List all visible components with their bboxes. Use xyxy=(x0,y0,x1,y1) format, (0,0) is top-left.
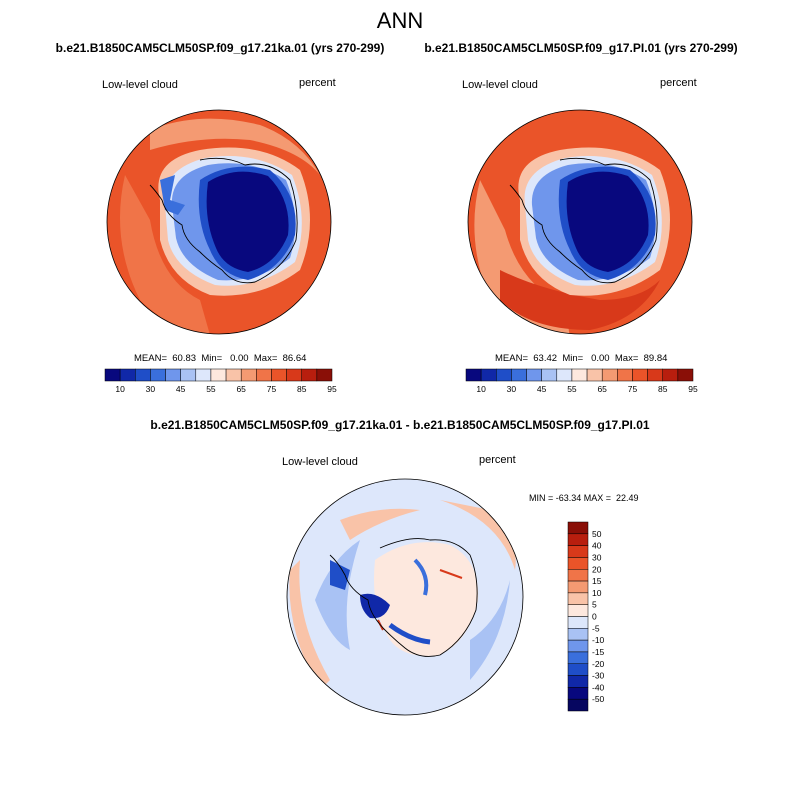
colorbar-1-label: 95 xyxy=(327,384,337,394)
colorbar-1-label: 45 xyxy=(176,384,186,394)
map-1-21ka xyxy=(107,110,331,334)
colorbar-diff-label: -50 xyxy=(592,694,605,704)
colorbar-1-label: 65 xyxy=(236,384,246,394)
colorbar-1-label: 55 xyxy=(206,384,216,394)
colorbar-2-swatch xyxy=(632,368,648,382)
colorbar-diff-swatch xyxy=(567,663,589,676)
colorbar-1-swatch xyxy=(150,368,166,382)
colorbar-diff-swatch xyxy=(567,687,589,700)
colorbar-1-swatch xyxy=(180,368,197,382)
colorbar-diff-label: 20 xyxy=(592,564,602,574)
colorbar-diff-swatch xyxy=(567,604,589,617)
colorbar-diff-swatch xyxy=(567,545,589,558)
colorbar-2-swatch xyxy=(571,368,588,382)
colorbar-2-swatch xyxy=(677,368,694,382)
colorbar-1-label: 30 xyxy=(146,384,156,394)
colorbar-1-swatch xyxy=(256,368,272,382)
colorbar-1-swatch xyxy=(119,368,136,382)
colorbar-diff-swatch xyxy=(567,675,589,688)
panel-2-stats: MEAN= 63.42 Min= 0.00 Max= 89.84 xyxy=(495,353,668,364)
colorbar-1-swatch xyxy=(240,368,257,382)
colorbar-2-swatch xyxy=(647,368,663,382)
colorbar-diff-swatch xyxy=(567,569,589,582)
colorbar-diff-label: 0 xyxy=(592,612,597,622)
colorbar-diff-swatch xyxy=(567,557,589,570)
colorbar-2-label: 45 xyxy=(537,384,547,394)
colorbar-diff-label: 50 xyxy=(592,529,602,539)
colorbar-2-label: 65 xyxy=(597,384,607,394)
colorbar-1-label: 10 xyxy=(115,384,125,394)
colorbar-diff-label: -15 xyxy=(592,647,605,657)
colorbar-2-label: 30 xyxy=(507,384,517,394)
colorbar-diff-label: 40 xyxy=(592,541,602,551)
colorbar-2-swatch xyxy=(465,368,482,382)
diff-panel-variable: Low-level cloud xyxy=(282,456,358,468)
colorbar-1-label: 75 xyxy=(267,384,277,394)
panel-1-stats: MEAN= 60.83 Min= 0.00 Max= 86.64 xyxy=(134,353,307,364)
colorbar-2-swatch xyxy=(662,368,679,382)
colorbar-2-label: 10 xyxy=(476,384,486,394)
colorbar-diff-swatch xyxy=(567,651,589,664)
colorbar-1-swatch xyxy=(195,368,212,382)
colorbar-1-swatch xyxy=(301,368,318,382)
colorbar-diff-label: -10 xyxy=(592,635,605,645)
colorbar-diff-label: 30 xyxy=(592,552,602,562)
colorbar-2-swatch xyxy=(526,368,542,382)
colorbar-2-swatch xyxy=(496,368,512,382)
colorbar-diff-swatch xyxy=(567,533,589,546)
colorbar-diff-label: -30 xyxy=(592,671,605,681)
panel-1-variable: Low-level cloud xyxy=(102,79,178,91)
colorbar-diff-label: -20 xyxy=(592,659,605,669)
colorbar-2-swatch xyxy=(601,368,618,382)
panel-2-variable: Low-level cloud xyxy=(462,79,538,91)
colorbar-2-swatch xyxy=(556,368,573,382)
colorbar-diff-swatch xyxy=(567,521,589,535)
diff-panel-stats: MIN = -63.34 MAX = 22.49 xyxy=(529,493,639,503)
colorbar-1-label: 85 xyxy=(297,384,307,394)
colorbar-diff-swatch xyxy=(567,616,589,629)
colorbar-2-swatch xyxy=(586,368,603,382)
map-diff xyxy=(287,479,523,715)
colorbar-diff-label: -5 xyxy=(592,623,600,633)
colorbar-2: 10 30 45 55 65 75 85 95 xyxy=(465,368,698,394)
colorbar-2-swatch xyxy=(617,368,633,382)
colorbar-2-label: 55 xyxy=(567,384,577,394)
colorbar-1-swatch xyxy=(165,368,181,382)
colorbar-diff-swatch xyxy=(567,592,589,605)
panel-2-title: b.e21.B1850CAM5CLM50SP.f09_g17.PI.01 (yr… xyxy=(424,41,738,55)
colorbar-1-swatch xyxy=(104,368,121,382)
panel-2-units: percent xyxy=(660,77,697,89)
page-title: ANN xyxy=(376,8,424,33)
colorbar-1: 10 30 45 55 65 75 85 95 xyxy=(104,368,337,394)
colorbar-2-label: 75 xyxy=(628,384,638,394)
colorbar-diff-label: 5 xyxy=(592,600,597,610)
colorbar-1-swatch xyxy=(316,368,333,382)
colorbar-2-label: 85 xyxy=(658,384,668,394)
colorbar-1-swatch xyxy=(135,368,151,382)
diff-panel-title: b.e21.B1850CAM5CLM50SP.f09_g17.21ka.01 -… xyxy=(150,418,650,432)
colorbar-1-swatch xyxy=(286,368,302,382)
colorbar-diff-swatch xyxy=(567,628,589,641)
panel-1-units: percent xyxy=(299,77,336,89)
colorbar-2-label: 95 xyxy=(688,384,698,394)
colorbar-diff-swatch xyxy=(567,639,589,653)
colorbar-1-swatch xyxy=(225,368,242,382)
map-2-pi xyxy=(468,110,692,334)
colorbar-2-swatch xyxy=(541,368,558,382)
colorbar-diff-label: -40 xyxy=(592,682,605,692)
colorbar-2-swatch xyxy=(511,368,527,382)
colorbar-2-swatch xyxy=(480,368,497,382)
colorbar-diff-swatch xyxy=(567,698,589,712)
panel-1-title: b.e21.B1850CAM5CLM50SP.f09_g17.21ka.01 (… xyxy=(55,41,385,55)
colorbar-diff-swatch xyxy=(567,580,589,594)
diff-panel-units: percent xyxy=(479,454,516,466)
colorbar-1-swatch xyxy=(271,368,287,382)
colorbar-diff-label: 15 xyxy=(592,576,602,586)
colorbar-1-swatch xyxy=(210,368,227,382)
colorbar-diff-label: 10 xyxy=(592,588,602,598)
